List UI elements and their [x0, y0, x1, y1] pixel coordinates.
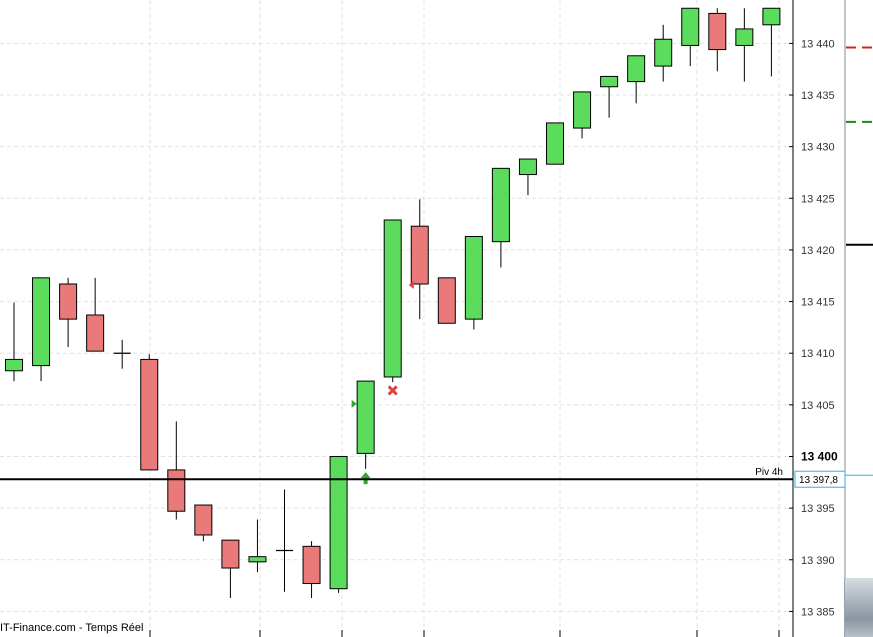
candle-down	[221, 539, 240, 569]
candle-up	[762, 7, 781, 26]
y-tick-label: 13 415	[801, 297, 835, 309]
pivot-line: Piv 4h	[0, 467, 793, 481]
y-tick-label: 13 425	[801, 193, 835, 205]
price-axis: 13 385 13 390 13 395 13 400 13 405 13 410 13 4…	[149, 0, 873, 637]
candle-down	[194, 504, 213, 536]
candle-down	[302, 545, 321, 585]
pivot-price-tag	[794, 470, 846, 488]
candle-down	[167, 469, 186, 512]
y-tick-label: 13 395	[801, 503, 835, 515]
candle-up	[735, 28, 754, 46]
candle-up	[681, 7, 700, 46]
grid	[0, 0, 793, 630]
candle-up	[491, 167, 510, 243]
candle-up	[248, 556, 267, 563]
y-tick-label: 13 410	[801, 348, 835, 360]
candle-down	[437, 277, 456, 324]
y-tick-label: 13 420	[801, 245, 835, 257]
candle-up	[383, 219, 402, 378]
thumbnail-image[interactable]	[844, 578, 873, 637]
marker-triangle-right	[351, 399, 357, 408]
candle-up	[573, 91, 592, 129]
y-tick-label: 13 430	[801, 142, 835, 154]
pivot-label: Piv 4h	[755, 467, 783, 478]
y-tick-label: 13 400	[801, 449, 838, 463]
marker-triangle-left	[408, 281, 414, 290]
candle-down	[59, 283, 78, 320]
candle-up	[464, 236, 483, 320]
candle-down	[86, 314, 105, 352]
candle-up	[600, 75, 619, 88]
data-source-label: IT-Finance.com - Temps Réel	[0, 622, 148, 634]
candle-up	[627, 55, 646, 83]
candles	[5, 7, 781, 598]
candle-up	[356, 380, 375, 454]
candle-up	[5, 358, 23, 372]
y-tick-label: 13 405	[801, 400, 835, 412]
candle-down	[410, 225, 429, 285]
y-tick-label: 13 440	[801, 38, 835, 50]
candle-up	[518, 158, 537, 176]
marker-arrow-up	[360, 472, 371, 485]
level-lines	[846, 46, 873, 246]
candle-up	[329, 455, 348, 590]
y-tick-label: 13 385	[801, 606, 835, 618]
candle-up	[32, 277, 51, 367]
marker-cross	[387, 385, 398, 396]
candle-down	[140, 358, 159, 471]
y-tick-label: 13 390	[801, 555, 835, 567]
candle-up	[654, 38, 673, 67]
signal-markers	[351, 281, 414, 485]
candle-up	[546, 122, 564, 165]
pivot-price-tag-label: 13 397,8	[799, 475, 838, 486]
candle-down	[708, 12, 727, 51]
y-tick-label: 13 435	[801, 90, 835, 102]
